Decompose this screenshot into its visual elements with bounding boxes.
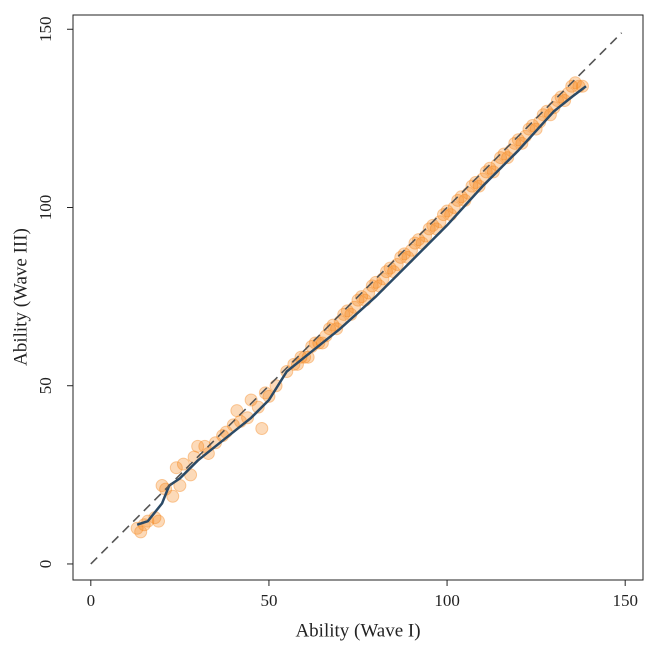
scatter-point (301, 350, 315, 364)
x-axis-title: Ability (Wave I) (295, 620, 420, 641)
scatter-point (244, 393, 258, 407)
scatter-point (440, 204, 454, 218)
scatter-point (565, 79, 579, 93)
scatter-point (522, 122, 536, 136)
x-tick-label: 100 (434, 591, 460, 610)
scatter-point (494, 151, 507, 165)
scatter-point (483, 161, 497, 175)
scatter-point (330, 322, 344, 336)
scatter-point (501, 151, 515, 165)
scatter-point (515, 136, 529, 150)
fit-line (136, 85, 587, 526)
scatter-point (479, 165, 493, 179)
y-tick-label: 0 (36, 560, 55, 569)
scatter-point (426, 218, 440, 232)
x-tick-label: 0 (87, 591, 96, 610)
scatter-point (326, 318, 340, 332)
scatter-point (251, 400, 265, 414)
scatter-point (323, 322, 336, 336)
scatter-point (497, 147, 511, 161)
scatter-point (508, 136, 522, 150)
scatter-point (358, 293, 372, 307)
scatter-point (130, 521, 144, 535)
x-tick-label: 50 (260, 591, 277, 610)
scatter-point (351, 293, 365, 307)
scatter-point (134, 525, 148, 539)
scatter-point (437, 208, 450, 222)
scatter-point (355, 290, 369, 304)
scatter-point (394, 250, 408, 264)
scatter-point (397, 247, 411, 261)
scatter-point (454, 190, 468, 204)
scatter-point (176, 457, 190, 471)
scatter-point (412, 233, 426, 247)
plot-frame (72, 14, 644, 581)
scatter-point (408, 236, 422, 250)
scatter-point (255, 422, 269, 436)
scatter-point (554, 90, 568, 104)
scatter-point (337, 307, 351, 321)
scatter-point (551, 94, 564, 108)
scatter-point (465, 179, 479, 193)
y-tick-label: 150 (36, 17, 55, 43)
scatter-point (241, 411, 255, 425)
scatter-point (422, 222, 436, 236)
scatter-point (369, 275, 383, 289)
scatter-point (451, 193, 465, 207)
scatter-point (575, 79, 589, 93)
scatter-point (444, 208, 458, 222)
y-axis-title: Ability (Wave III) (10, 228, 31, 366)
scatter-point (230, 404, 244, 418)
scatter-point (152, 514, 165, 528)
scatter-point (568, 76, 582, 90)
y-tick-label: 50 (36, 377, 55, 394)
scatter-point (511, 133, 525, 147)
scatter-point (469, 176, 483, 190)
y-tick-label: 100 (36, 195, 55, 221)
scatter-point (166, 489, 180, 503)
scatter-point (526, 119, 540, 133)
scatter-point (472, 179, 486, 193)
scatter-point (191, 439, 205, 453)
scatter-point (340, 304, 354, 318)
scatter-point (258, 386, 272, 400)
scatter-point (294, 350, 308, 364)
x-tick-label: 150 (612, 591, 638, 610)
scatter-point (486, 165, 500, 179)
reference-line (90, 32, 623, 565)
scatter-point (365, 279, 379, 293)
scatter-point (383, 261, 397, 275)
scatter-point (169, 461, 183, 475)
scatter-point (380, 265, 393, 279)
scatter-point (198, 439, 212, 453)
